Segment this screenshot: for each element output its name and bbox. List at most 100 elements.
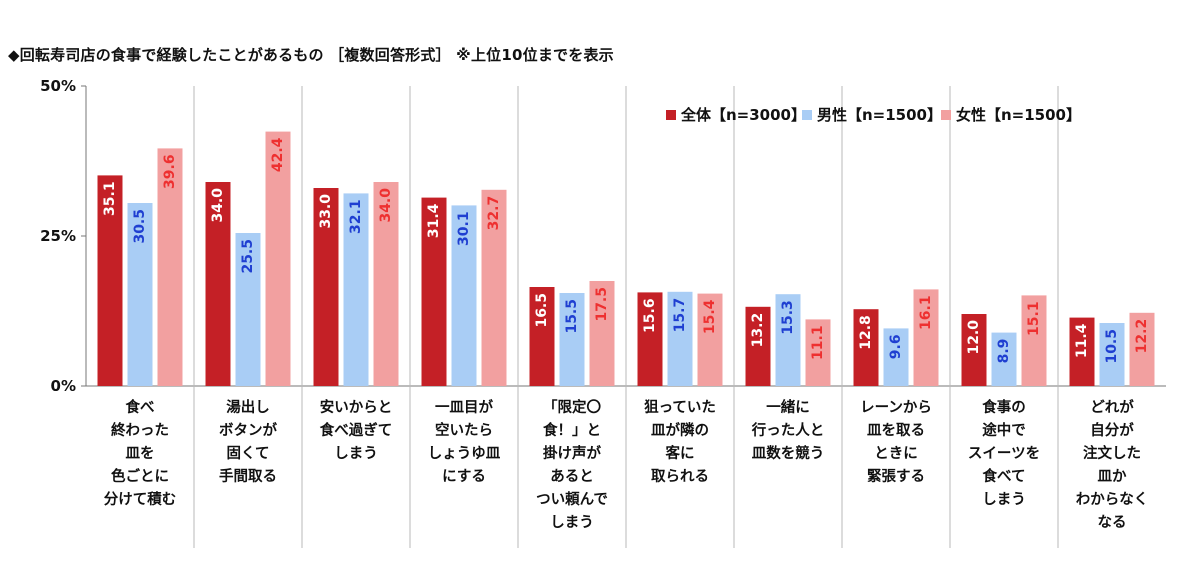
category-label: 終わった [111, 421, 169, 439]
bar-series-0 [637, 292, 663, 386]
bar-series-2 [481, 189, 507, 386]
data-label: 15.3 [780, 300, 796, 335]
legend-label-0: 全体【n=3000】 [680, 106, 806, 124]
data-label: 16.1 [918, 295, 934, 330]
data-label: 42.4 [270, 137, 286, 172]
data-label: 11.4 [1074, 323, 1090, 358]
data-label: 31.4 [426, 203, 442, 238]
category-label: にする [442, 468, 486, 485]
category-label: スイーツを [968, 445, 1040, 462]
category-label: 分けて積む [104, 490, 177, 508]
legend-label-1: 男性【n=1500】 [817, 106, 942, 124]
category-label: 掛け声が [543, 444, 601, 462]
data-label: 16.5 [534, 293, 550, 328]
bar-series-0 [961, 314, 987, 386]
category-label: しまう [334, 445, 378, 462]
category-label: 食！」と [543, 421, 601, 439]
bar-series-1 [667, 291, 693, 386]
bar-series-1 [127, 203, 153, 386]
data-label: 34.0 [210, 188, 226, 223]
data-label: 11.1 [810, 325, 826, 360]
category-label: どれが [1090, 398, 1134, 416]
category-label: 食べ過ぎて [320, 421, 393, 439]
category-label: 狙っていた [644, 399, 716, 416]
data-label: 15.6 [642, 298, 658, 333]
bar-series-2 [805, 319, 831, 386]
category-label: 緊張する [867, 467, 925, 485]
bar-series-0 [313, 188, 339, 386]
category-label: 空いたら [435, 421, 493, 439]
legend-swatch-0 [666, 110, 676, 120]
legend-swatch-1 [802, 110, 812, 120]
category-label: 皿を取る [867, 422, 925, 439]
bar-series-1 [775, 294, 801, 386]
bar-series-2 [589, 281, 615, 386]
category-label: ボタンが [219, 421, 277, 439]
bar-series-2 [1129, 312, 1155, 386]
bar-series-0 [97, 175, 123, 386]
data-label: 32.7 [486, 196, 502, 231]
data-label: 30.5 [132, 209, 148, 244]
y-tick-label: 50% [40, 77, 76, 95]
category-label: ときに [874, 445, 918, 462]
category-label: あると [550, 468, 594, 485]
data-label: 13.2 [750, 313, 766, 348]
data-label: 8.9 [996, 339, 1012, 364]
category-label: 途中で [982, 421, 1026, 439]
data-label: 33.0 [318, 194, 334, 229]
category-label: 「限定〇 [543, 398, 601, 416]
bar-series-2 [697, 293, 723, 386]
category-label: 皿が隣の [651, 421, 709, 439]
category-label: 皿か [1098, 468, 1127, 485]
y-tick-label: 25% [40, 227, 76, 245]
category-label: 手間取る [219, 467, 277, 485]
bar-series-0 [745, 306, 771, 386]
category-label: 皿数を競う [752, 444, 825, 462]
category-label: 食べて [983, 467, 1026, 485]
bar-series-2 [265, 131, 291, 386]
category-label: 一皿目が [435, 398, 493, 416]
bar-series-1 [1099, 323, 1125, 386]
category-label: 注文した [1083, 444, 1141, 462]
data-label: 9.6 [888, 334, 904, 359]
data-label: 15.7 [672, 298, 688, 333]
category-label: わからなく [1076, 491, 1149, 508]
data-label: 32.1 [348, 199, 364, 234]
category-label: 安いからと [320, 398, 393, 416]
category-label: 取られる [651, 468, 709, 485]
category-label: 皿を [126, 445, 155, 462]
bar-series-2 [913, 289, 939, 386]
bar-series-0 [1069, 317, 1095, 386]
bar-series-2 [373, 182, 399, 386]
category-label: 客に [665, 444, 695, 462]
category-label: しょうゆ皿 [428, 445, 501, 462]
data-label: 15.4 [702, 299, 718, 334]
data-label: 15.1 [1026, 301, 1042, 336]
category-label: レーンから [860, 399, 932, 416]
category-label: つい頼んで [536, 491, 608, 508]
category-label: しまう [982, 491, 1026, 508]
data-label: 25.5 [240, 239, 256, 274]
data-label: 17.5 [594, 287, 610, 322]
bar-series-1 [343, 193, 369, 386]
bar-series-1 [991, 332, 1017, 386]
data-label: 35.1 [102, 181, 118, 216]
data-label: 10.5 [1104, 329, 1120, 364]
category-label: 自分が [1090, 421, 1134, 439]
bar-series-0 [205, 182, 231, 386]
category-label: しまう [550, 514, 594, 531]
bar-series-1 [235, 233, 261, 386]
bar-series-2 [157, 148, 183, 386]
bar-series-0 [421, 197, 447, 386]
data-label: 12.8 [858, 315, 874, 350]
data-label: 30.1 [456, 211, 472, 246]
chart-title: ◆回転寿司店の食事で経験したことがあるもの ［複数回答形式］ ※上位10位までを… [8, 46, 614, 64]
bar-series-0 [529, 287, 555, 386]
data-label: 12.0 [966, 320, 982, 355]
category-label: 食べ [126, 398, 155, 416]
data-label: 39.6 [162, 154, 178, 189]
category-label: 固くて [226, 445, 269, 462]
category-label: 色ごとに [111, 467, 169, 485]
category-label: なる [1098, 514, 1127, 531]
